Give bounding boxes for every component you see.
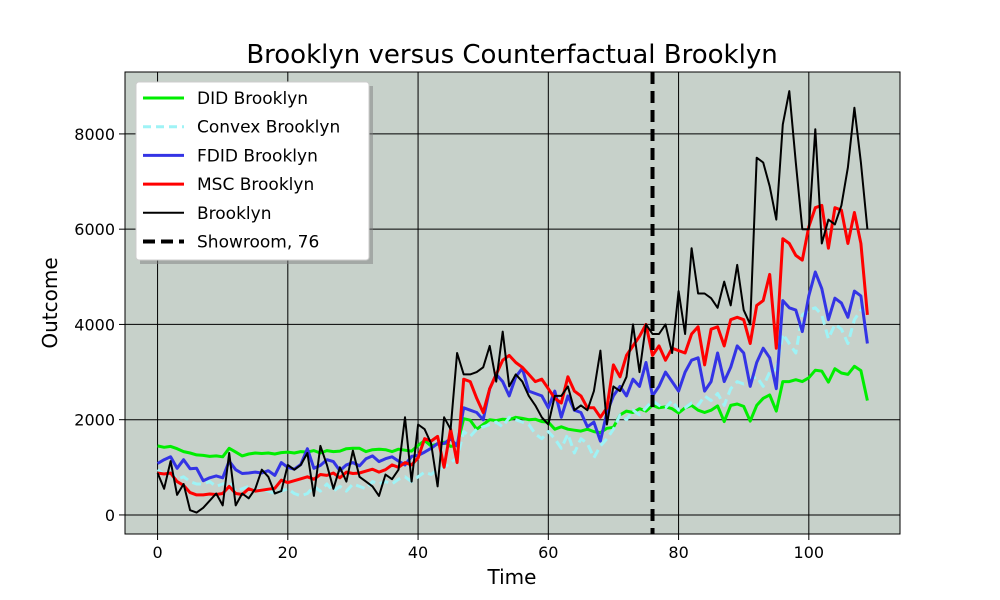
series-line-did-brooklyn [157,364,869,459]
x-tick-label: 40 [408,543,428,562]
y-tick-label: 2000 [74,411,115,430]
legend: DID Brooklyn Convex Brooklyn FDID Brooklyn… [135,81,373,264]
x-tick-label: 80 [668,543,688,562]
y-axis-label: Outcome [38,257,62,348]
x-tick-label: 100 [794,543,825,562]
x-axis-ticks: 0 20 40 60 80 100 [152,534,824,562]
y-axis-ticks: 0 2000 4000 6000 8000 [74,125,125,525]
legend-box [135,81,370,261]
legend-label: Showroom, 76 [197,233,319,253]
legend-label: Convex Brooklyn [197,118,340,138]
x-tick-label: 60 [538,543,558,562]
legend-label: MSC Brooklyn [197,175,314,195]
series-line-msc-brooklyn [157,203,869,497]
x-tick-label: 20 [278,543,298,562]
x-axis-label: Time [487,565,537,589]
y-tick-label: 0 [105,506,115,525]
y-tick-label: 4000 [74,315,115,334]
legend-label: Brooklyn [197,204,271,224]
series-line-brooklyn [156,90,869,514]
x-tick-label: 0 [152,543,162,562]
y-tick-label: 6000 [74,220,115,239]
series-line-fdid-brooklyn [156,270,869,483]
series-lines [156,90,869,514]
y-tick-label: 8000 [74,125,115,144]
chart-title: Brooklyn versus Counterfactual Brooklyn [246,40,777,70]
legend-label: FDID Brooklyn [197,146,318,166]
legend-label: DID Brooklyn [197,89,308,109]
